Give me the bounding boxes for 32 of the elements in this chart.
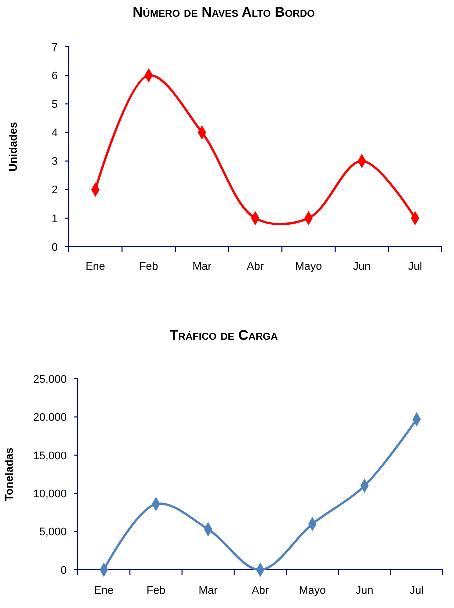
x-tick-label: Mayo xyxy=(299,585,326,597)
x-tick-label: Mayo xyxy=(295,261,322,273)
y-tick-label: 20,000 xyxy=(33,412,67,424)
x-tick-label: Abr xyxy=(246,261,264,273)
x-tick-label: Feb xyxy=(146,585,166,597)
x-tick-label: Mar xyxy=(192,261,212,273)
y-tick-label: 3 xyxy=(52,156,58,168)
x-tick-label: Mar xyxy=(198,585,218,597)
y-axis-title: Unidades xyxy=(8,122,20,172)
y-tick-label: 5,000 xyxy=(39,526,67,539)
x-tick-label: Abr xyxy=(252,585,270,597)
x-tick-label: Ene xyxy=(86,261,106,273)
x-tick-label: Feb xyxy=(139,261,158,273)
y-tick-label: 5 xyxy=(52,98,58,111)
y-tick-label: 25,000 xyxy=(33,374,67,386)
x-tick-label: Ene xyxy=(94,585,114,597)
chart-title: Tráfico de Carga xyxy=(170,327,278,343)
y-tick-label: 0 xyxy=(60,564,67,577)
y-tick-label: 0 xyxy=(52,242,58,254)
x-tick-label: Jul xyxy=(410,585,424,597)
y-tick-label: 15,000 xyxy=(33,450,67,462)
y-tick-label: 4 xyxy=(52,128,58,140)
x-tick-label: Jun xyxy=(356,585,374,597)
x-tick-label: Jun xyxy=(353,261,371,273)
y-tick-label: 2 xyxy=(52,184,58,197)
y-tick-label: 6 xyxy=(52,70,58,82)
y-tick-label: 10,000 xyxy=(33,488,67,500)
chart-title: Número de Naves Alto Bordo xyxy=(132,4,316,20)
y-axis-title: Toneladas xyxy=(4,448,16,502)
y-tick-label: 7 xyxy=(52,42,58,54)
x-tick-label: Jul xyxy=(408,261,422,273)
y-tick-label: 1 xyxy=(52,213,58,226)
